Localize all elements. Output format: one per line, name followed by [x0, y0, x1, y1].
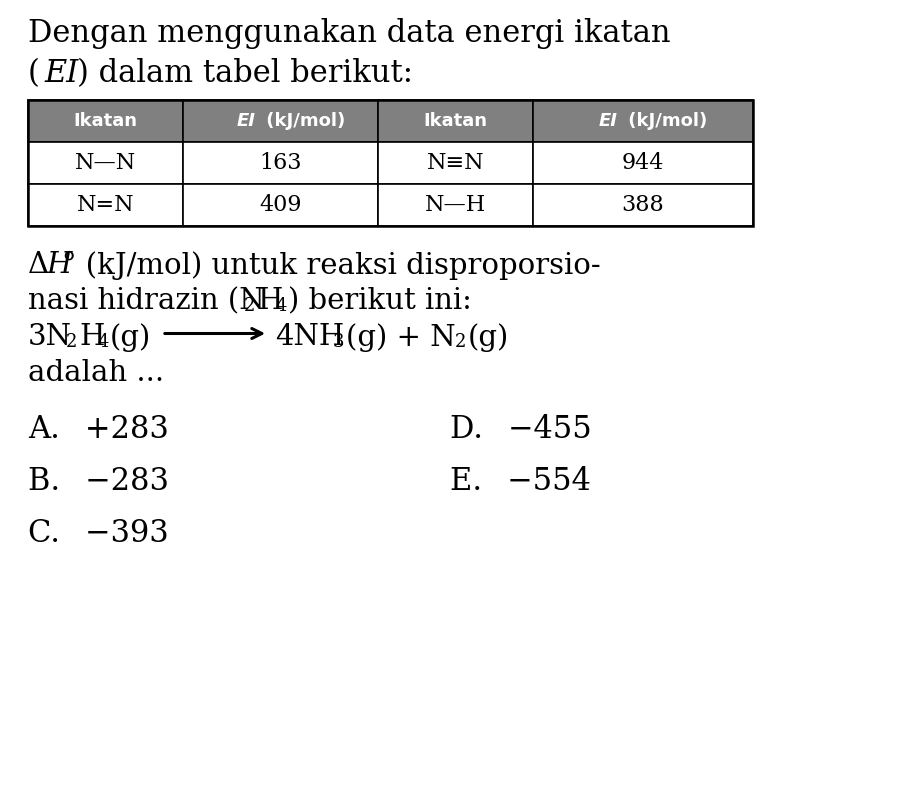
- Bar: [183, 142, 378, 184]
- Bar: [533, 184, 753, 226]
- Text: nasi hidrazin (N: nasi hidrazin (N: [28, 287, 265, 315]
- Text: Δ: Δ: [28, 251, 49, 279]
- Text: EI: EI: [237, 112, 256, 130]
- Bar: [533, 142, 753, 184]
- Bar: [183, 184, 378, 226]
- Text: (kJ/mol): (kJ/mol): [622, 112, 707, 130]
- Bar: [378, 142, 533, 184]
- Text: ) berikut ini:: ) berikut ini:: [288, 287, 472, 315]
- Text: 944: 944: [622, 152, 664, 174]
- Text: 2: 2: [66, 333, 77, 351]
- Text: 4NH: 4NH: [275, 323, 344, 351]
- Text: 388: 388: [622, 194, 665, 216]
- Text: E.  −554: E. −554: [450, 466, 591, 497]
- Text: 2: 2: [244, 297, 256, 315]
- Text: (g): (g): [110, 323, 152, 352]
- Text: A.  +283: A. +283: [28, 414, 169, 445]
- Text: D.  −455: D. −455: [450, 414, 592, 445]
- Text: 3: 3: [333, 333, 344, 351]
- Text: H: H: [46, 251, 72, 279]
- Text: 4: 4: [275, 297, 286, 315]
- Bar: [28, 100, 183, 142]
- Text: (g): (g): [468, 323, 509, 352]
- Text: H: H: [257, 287, 283, 315]
- Text: B.  −283: B. −283: [28, 466, 169, 497]
- Text: ) dalam tabel berikut:: ) dalam tabel berikut:: [77, 58, 413, 89]
- Bar: [533, 100, 753, 142]
- Bar: [378, 184, 533, 226]
- Bar: [28, 100, 753, 226]
- Text: EI: EI: [599, 112, 618, 130]
- Text: EI: EI: [44, 58, 78, 89]
- Text: N≡N: N≡N: [427, 152, 484, 174]
- Bar: [183, 100, 378, 142]
- Text: 2: 2: [455, 333, 466, 351]
- Text: (kJ/mol): (kJ/mol): [259, 112, 344, 130]
- Text: 3N: 3N: [28, 323, 72, 351]
- Text: N=N: N=N: [76, 194, 135, 216]
- Text: Ikatan: Ikatan: [74, 112, 137, 130]
- Text: C.  −393: C. −393: [28, 518, 169, 549]
- Text: N—H: N—H: [425, 194, 486, 216]
- Text: ° (kJ/mol) untuk reaksi disproporsio-: ° (kJ/mol) untuk reaksi disproporsio-: [62, 251, 601, 280]
- Text: 4: 4: [97, 333, 109, 351]
- Bar: [28, 142, 183, 184]
- Text: (: (: [28, 58, 39, 89]
- Text: Dengan menggunakan data energi ikatan: Dengan menggunakan data energi ikatan: [28, 18, 671, 49]
- Text: adalah ...: adalah ...: [28, 359, 164, 387]
- Text: N—N: N—N: [74, 152, 136, 174]
- Text: (g) + N: (g) + N: [346, 323, 456, 352]
- Bar: [28, 184, 183, 226]
- Text: 409: 409: [259, 194, 301, 216]
- Text: 163: 163: [259, 152, 301, 174]
- Bar: [378, 100, 533, 142]
- Text: H: H: [79, 323, 104, 351]
- Text: Ikatan: Ikatan: [423, 112, 487, 130]
